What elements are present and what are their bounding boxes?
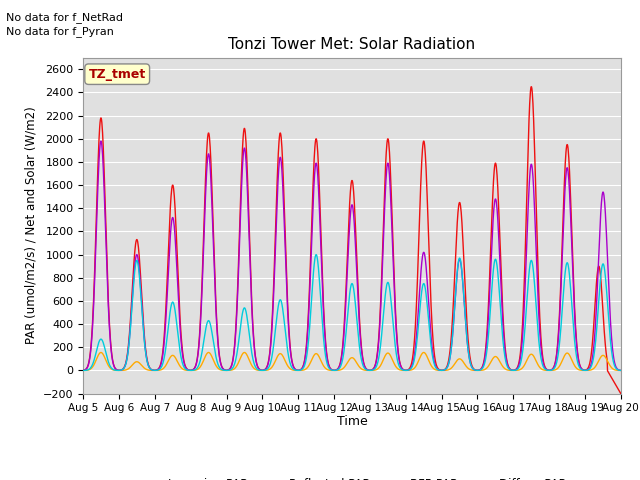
Text: No data for f_Pyran: No data for f_Pyran	[6, 26, 115, 37]
Y-axis label: PAR (umol/m2/s) / Net and Solar (W/m2): PAR (umol/m2/s) / Net and Solar (W/m2)	[24, 107, 37, 345]
Text: No data for f_NetRad: No data for f_NetRad	[6, 12, 124, 23]
Legend: Incoming PAR, Reflected PAR, BF5 PAR, Diffuse PAR: Incoming PAR, Reflected PAR, BF5 PAR, Di…	[132, 473, 572, 480]
Title: Tonzi Tower Met: Solar Radiation: Tonzi Tower Met: Solar Radiation	[228, 37, 476, 52]
X-axis label: Time: Time	[337, 415, 367, 428]
Text: TZ_tmet: TZ_tmet	[88, 68, 146, 81]
